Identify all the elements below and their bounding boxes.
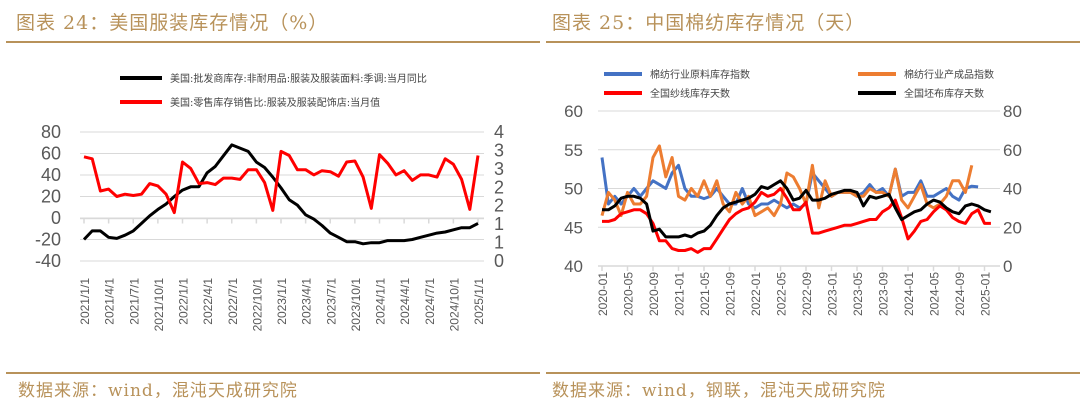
legend-swatch	[120, 75, 162, 80]
left-source-rule	[6, 372, 540, 374]
y-right-tick-label: 1	[494, 214, 504, 234]
x-tick-label: 2022/10/1	[250, 278, 264, 332]
legend-label: 棉纺行业产成品指数	[904, 70, 994, 81]
y-left-tick-label: 45	[564, 218, 583, 237]
y-left-tick-label: 50	[564, 180, 583, 199]
x-tick-label: 2021-05	[698, 272, 712, 316]
legend-item-yarn-days: 全国纱线库存天数	[604, 85, 730, 100]
y-right-tick-label: 1	[494, 233, 504, 253]
right-chart-title: 图表 25：中国棉纺库存情况（天）	[552, 12, 866, 34]
x-tick-label: 2020-05	[622, 272, 636, 316]
legend-item-wholesale: 美国:批发商库存:非耐用品:服装及服装面料:季调:当月同比	[120, 70, 427, 85]
y-right-tick-label: 0	[1003, 257, 1012, 276]
y-left-tick-label: 55	[564, 141, 583, 160]
left-title-rule	[6, 41, 540, 43]
x-tick-label: 2023/1/1	[275, 278, 289, 325]
y-right-tick-label: 3	[494, 140, 504, 160]
x-tick-label: 2023-05	[851, 272, 865, 316]
y-right-tick-label: 4	[494, 122, 504, 142]
legend-item-greige-days: 全国坯布库存天数	[858, 85, 984, 100]
right-source-rule	[546, 372, 1080, 374]
x-tick-label: 2023/7/1	[324, 278, 338, 325]
y-left-tick-label: 60	[41, 144, 61, 164]
y-left-tick-label: -40	[35, 251, 61, 271]
x-tick-label: 2023/10/1	[349, 278, 363, 332]
y-right-tick-label: 20	[1003, 218, 1022, 237]
x-tick-label: 2022/1/1	[177, 278, 191, 325]
legend-item-finished-goods: 棉纺行业产成品指数	[858, 66, 994, 81]
series-line	[602, 179, 992, 239]
right-source-note: 数据来源：wind，钢联，混沌天成研究院	[552, 381, 886, 401]
x-tick-label: 2024-01	[902, 272, 916, 316]
x-tick-label: 2022/7/1	[226, 278, 240, 325]
legend-label: 美国:批发商库存:非耐用品:服装及服装面料:季调:当月同比	[170, 74, 427, 85]
legend-label: 全国纱线库存天数	[650, 89, 730, 100]
x-tick-label: 2022/4/1	[201, 278, 215, 325]
y-left-tick-label: -20	[35, 230, 61, 250]
x-tick-label: 2022-09	[800, 272, 814, 316]
x-tick-label: 2024/4/1	[398, 278, 412, 325]
x-tick-label: 2025/1/1	[472, 278, 486, 325]
y-left-tick-label: 60	[564, 102, 583, 121]
x-tick-label: 2021-01	[673, 272, 687, 316]
x-tick-label: 2020-09	[647, 272, 661, 316]
y-right-tick-label: 2	[494, 196, 504, 216]
x-tick-label: 2024/7/1	[423, 278, 437, 325]
y-left-tick-label: 40	[41, 165, 61, 185]
x-tick-label: 2024/10/1	[447, 278, 461, 332]
x-tick-label: 2024-05	[928, 272, 942, 316]
legend-label: 全国坯布库存天数	[904, 89, 984, 100]
series-line	[83, 149, 480, 215]
legend-item-raw-material: 棉纺行业原料库存指数	[604, 66, 750, 81]
x-tick-label: 2024-09	[953, 272, 967, 316]
x-tick-label: 2024/1/1	[374, 278, 388, 325]
legend-item-retail: 美国:零售库存销售比:服装及服装配饰店:当月值	[120, 94, 380, 109]
y-right-tick-label: 40	[1003, 180, 1022, 199]
x-tick-label: 2022-05	[775, 272, 789, 316]
y-right-tick-label: 3	[494, 159, 504, 179]
legend-swatch	[604, 71, 642, 76]
x-tick-label: 2023-01	[826, 272, 840, 316]
y-right-tick-label: 0	[494, 251, 504, 271]
x-tick-label: 2021/10/1	[152, 278, 166, 332]
x-tick-label: 2023-09	[877, 272, 891, 316]
left-chart-title: 图表 24：美国服装库存情况（%）	[16, 12, 329, 34]
legend-swatch	[120, 99, 162, 104]
legend-swatch	[858, 71, 896, 76]
y-left-tick-label: 80	[41, 122, 61, 142]
y-left-tick-label: 40	[564, 257, 583, 276]
series-line	[600, 157, 979, 210]
legend-label: 美国:零售库存销售比:服装及服装配饰店:当月值	[170, 98, 381, 109]
x-tick-label: 2021-09	[724, 272, 738, 316]
y-right-tick-label: 80	[1003, 102, 1022, 121]
right-title-rule	[546, 41, 1080, 43]
y-right-tick-label: 60	[1003, 141, 1022, 160]
series-line	[602, 187, 991, 254]
left-source-note: 数据来源：wind，混沌天成研究院	[18, 381, 298, 401]
y-right-tick-label: 2	[494, 177, 504, 197]
x-tick-label: 2021/1/1	[78, 278, 92, 325]
x-tick-label: 2021/4/1	[103, 278, 117, 325]
legend-swatch	[604, 90, 642, 95]
x-tick-label: 2020-01	[596, 272, 610, 316]
series-line	[82, 143, 479, 246]
legend-label: 棉纺行业原料库存指数	[650, 70, 750, 81]
y-left-tick-label: 20	[41, 187, 61, 207]
series-line	[600, 144, 974, 218]
x-tick-label: 2025-01	[979, 272, 993, 316]
y-left-tick-label: 0	[51, 208, 61, 228]
x-tick-label: 2023/4/1	[300, 278, 314, 325]
x-tick-label: 2021/7/1	[127, 278, 141, 325]
x-tick-label: 2022-01	[749, 272, 763, 316]
legend-swatch	[858, 90, 896, 95]
